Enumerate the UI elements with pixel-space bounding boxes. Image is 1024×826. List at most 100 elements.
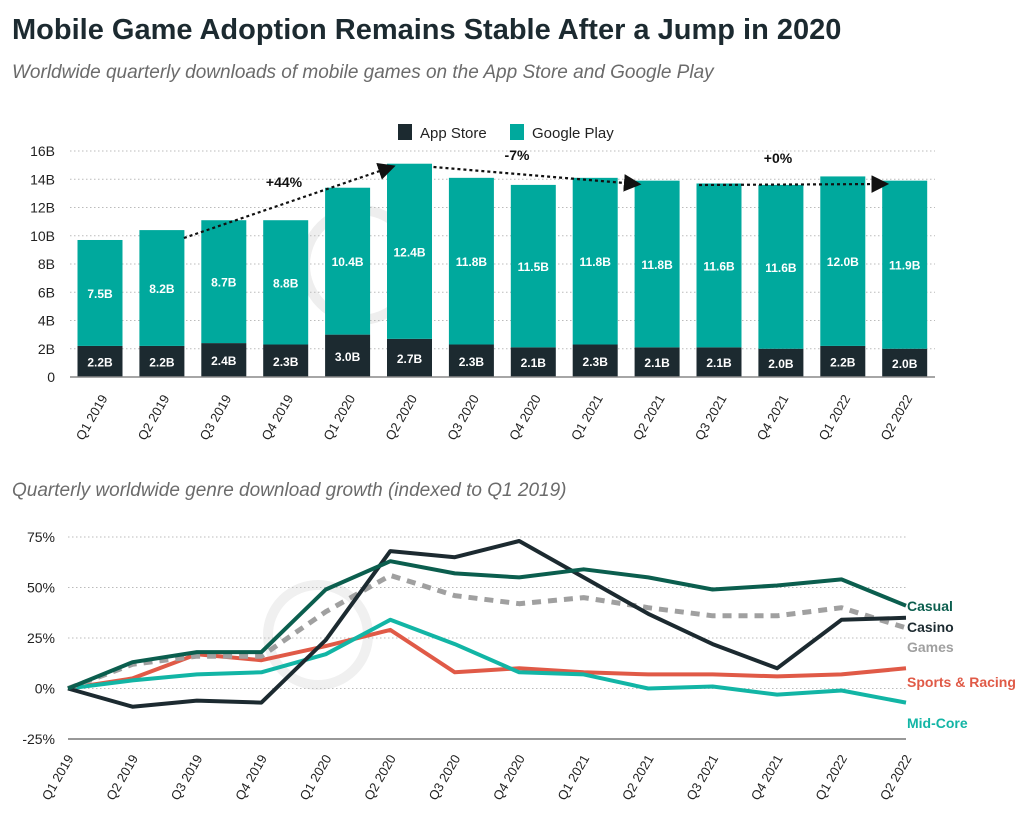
bar-app-store	[201, 343, 247, 377]
bar-google-play	[634, 180, 680, 348]
bar-app-store	[696, 347, 742, 377]
x-tick-label: Q4 2020	[490, 752, 528, 803]
x-tick-label: Q2 2022	[877, 392, 915, 443]
bar-google-play	[77, 239, 123, 346]
growth-annotation: -7%	[505, 147, 530, 163]
bar-google-play	[572, 177, 618, 345]
bar-data-label: 2.0B	[768, 357, 794, 371]
bar-app-store	[263, 344, 309, 377]
x-tick-label: Q3 2019	[168, 752, 206, 803]
bar-data-label: 8.8B	[273, 276, 299, 290]
x-tick-label: Q3 2019	[196, 392, 234, 443]
bar-data-label: 11.5B	[518, 260, 550, 274]
x-tick-label: Q4 2021	[754, 392, 792, 443]
bar-app-store	[510, 347, 556, 377]
y-tick-label: 50%	[27, 580, 55, 596]
x-tick-label: Q2 2020	[382, 392, 420, 443]
series-end-label: Mid-Core	[907, 715, 968, 731]
bar-data-label: 8.2B	[149, 282, 175, 296]
bar-google-play	[758, 184, 804, 349]
y-tick-label: 12B	[30, 200, 55, 216]
x-tick-label: Q3 2021	[683, 752, 721, 803]
legend-label: App Store	[420, 125, 487, 142]
growth-annotation: +0%	[764, 150, 793, 166]
bar-data-label: 11.6B	[703, 259, 735, 273]
x-tick-label: Q1 2020	[297, 752, 335, 803]
y-tick-label: 6B	[38, 284, 55, 300]
downloads-bar-chart: 0 2B 4B 6B 8B 10B 12B 14B 16B 2.2B 7.5B Q1 2019 2.2B…	[30, 124, 935, 443]
bar-google-play	[820, 176, 866, 346]
x-tick-label: Q1 2022	[815, 392, 853, 443]
line-chart-title: Quarterly worldwide genre download growt…	[12, 480, 567, 501]
line-series-games	[67, 572, 907, 691]
bar-google-play	[882, 180, 928, 349]
bar-app-store	[758, 348, 804, 377]
x-tick-label: Q3 2020	[425, 752, 463, 803]
line-series-mid-core	[67, 617, 907, 705]
bar-data-label: 8.7B	[211, 276, 237, 290]
y-tick-label: 16B	[30, 143, 55, 159]
bar-google-play	[696, 183, 742, 348]
bar-data-label: 2.3B	[273, 355, 299, 369]
y-tick-label: 0	[47, 369, 55, 385]
growth-arrow	[433, 165, 642, 192]
bar-data-label: 11.8B	[580, 255, 612, 269]
bar-google-play	[448, 177, 494, 345]
bar-data-label: 11.8B	[641, 258, 673, 272]
bar-google-play	[139, 230, 185, 346]
x-tick-label: Q1 2020	[320, 392, 358, 443]
y-tick-label: 14B	[30, 171, 55, 187]
x-tick-label: Q2 2021	[619, 752, 657, 803]
x-tick-label: Q1 2022	[812, 752, 850, 803]
bar-data-label: 2.2B	[149, 355, 175, 369]
growth-arrow	[698, 175, 890, 193]
bar-data-label: 2.1B	[644, 356, 670, 370]
bar-app-store	[139, 345, 185, 377]
y-tick-label: -25%	[22, 731, 55, 747]
y-tick-label: 0%	[35, 681, 55, 697]
y-tick-label: 4B	[38, 313, 55, 329]
bar-app-store	[387, 338, 432, 377]
x-tick-label: Q1 2019	[39, 752, 77, 803]
bar-app-store	[634, 347, 680, 377]
growth-annotation: +44%	[266, 174, 303, 190]
legend-label: Google Play	[532, 125, 614, 142]
bar-data-label: 12.0B	[827, 255, 859, 269]
x-tick-label: Q2 2019	[103, 752, 141, 803]
x-tick-label: Q4 2021	[748, 752, 786, 803]
bar-data-label: 2.1B	[706, 356, 732, 370]
bar-data-label: 2.2B	[87, 355, 113, 369]
x-tick-label: Q4 2020	[506, 392, 544, 443]
bar-data-label: 7.5B	[87, 287, 113, 301]
series-end-label: Sports & Racing	[907, 674, 1016, 690]
series-end-label: Games	[907, 639, 954, 655]
bar-data-label: 2.3B	[459, 355, 485, 369]
bar-google-play	[325, 187, 371, 335]
bar-app-store	[448, 344, 494, 377]
growth-arrow	[183, 162, 396, 240]
bar-app-store	[325, 334, 371, 377]
bar-data-label: 2.1B	[521, 356, 547, 370]
bar-data-label: 2.2B	[830, 355, 856, 369]
bar-google-play	[263, 220, 309, 345]
x-tick-label: Q1 2021	[568, 392, 606, 443]
bar-data-label: 11.9B	[889, 259, 921, 273]
x-tick-label: Q4 2019	[232, 752, 270, 803]
y-tick-label: 10B	[30, 228, 55, 244]
x-tick-label: Q3 2021	[692, 392, 730, 443]
series-end-label: Casual	[907, 598, 953, 614]
line-series-sports-racing	[67, 627, 907, 691]
bar-data-label: 12.4B	[393, 245, 425, 259]
y-tick-label: 25%	[27, 630, 55, 646]
bar-google-play	[510, 184, 556, 348]
line-series-casual	[67, 559, 907, 691]
bar-data-label: 2.3B	[583, 355, 609, 369]
bar-data-label: 2.7B	[397, 352, 423, 366]
bar-app-store	[77, 345, 123, 377]
x-tick-label: Q1 2021	[554, 752, 592, 803]
bar-app-store	[882, 348, 928, 377]
bar-data-label: 2.4B	[211, 354, 237, 368]
x-tick-label: Q3 2020	[444, 392, 482, 443]
bar-app-store	[572, 344, 618, 377]
series-end-label: Casino	[907, 619, 954, 635]
